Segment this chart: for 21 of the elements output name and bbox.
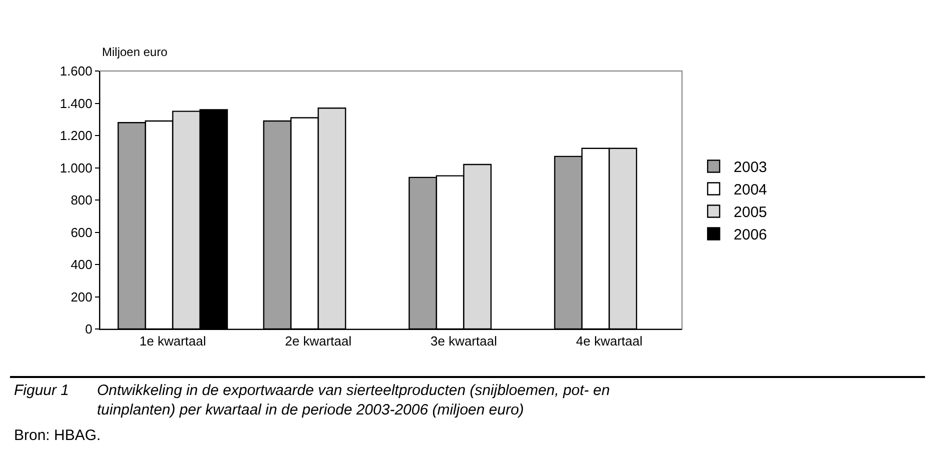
y-tick-label: 1.400 — [60, 96, 92, 111]
y-tick-label: 1.600 — [60, 64, 92, 79]
y-axis-title: Miljoen euro — [102, 45, 168, 59]
legend-label: 2006 — [734, 226, 768, 244]
y-tick-label: 400 — [70, 257, 92, 272]
y-tick-label: 0 — [85, 322, 92, 337]
legend-label: 2005 — [734, 204, 768, 222]
legend-label: 2004 — [734, 182, 768, 199]
x-tick-label: 2e kwartaal — [285, 334, 352, 349]
x-tick-label: 1e kwartaal — [140, 334, 206, 349]
text: Ontwikkeling in de exportwaarde van sierteeltproducten (snijbloemen, pot- en tuinplanten) per kwartaal in de periode 2003-2006 (miljoen euro) — [97, 382, 610, 418]
y-tick-label: 1.000 — [60, 160, 92, 176]
x-tick-label: 3e kwartaal — [430, 334, 498, 349]
y-tick-label: 800 — [70, 192, 92, 208]
y-tick-label: 200 — [70, 289, 92, 304]
y-tick-label: 1.200 — [60, 128, 92, 144]
legend-label: 2003 — [734, 159, 768, 176]
text: Figuur 1 — [14, 382, 70, 399]
text: Bron: HBAG. — [14, 427, 101, 444]
y-tick-label: 600 — [70, 224, 92, 240]
x-tick-label: 4e kwartaal — [576, 334, 643, 349]
